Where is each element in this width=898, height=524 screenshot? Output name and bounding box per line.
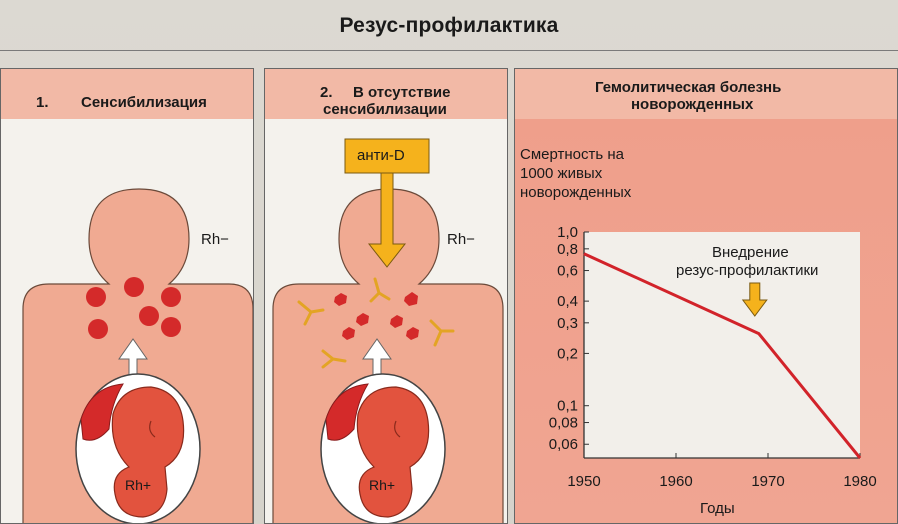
red-cell bbox=[356, 313, 369, 326]
annotation-line2: резус-профилактики bbox=[676, 262, 819, 279]
y-tick-label: 0,3 bbox=[557, 315, 578, 332]
panel2-fetus-rh-label: Rh+ bbox=[369, 477, 396, 493]
panel-sensitization: 1. Сенсибилизация Rh− Rh+ bbox=[0, 68, 254, 524]
panel3-heading-line2: новорожденных bbox=[631, 96, 754, 113]
panel2-mother-rh-label: Rh− bbox=[447, 231, 475, 248]
red-cell bbox=[139, 306, 159, 326]
annotation-line1: Внедрение bbox=[712, 244, 789, 261]
red-cell bbox=[390, 315, 403, 328]
panel1-mother-rh-label: Rh− bbox=[201, 231, 229, 248]
x-tick-label: 1980 bbox=[843, 473, 876, 490]
panel2-number: 2. bbox=[320, 84, 333, 101]
y-tick-label: 1,0 bbox=[557, 224, 578, 241]
panel1-number: 1. bbox=[36, 94, 49, 111]
panel2-heading-line1: В отсутствие bbox=[353, 84, 451, 101]
panel2-heading-line2: сенсибилизации bbox=[323, 101, 447, 118]
ylabel-line1: Смертность на bbox=[520, 146, 624, 163]
panel1-illustration bbox=[22, 188, 253, 523]
fetus-detail bbox=[394, 420, 401, 438]
panel1-header: 1. Сенсибилизация bbox=[1, 69, 253, 119]
red-cell bbox=[342, 327, 355, 340]
placenta bbox=[325, 383, 369, 441]
panel1-heading: Сенсибилизация bbox=[81, 94, 207, 111]
panel3-header: Гемолитическая болезнь новорожденных bbox=[515, 69, 897, 119]
y-tick-label: 0,8 bbox=[557, 241, 578, 258]
placenta bbox=[80, 383, 124, 441]
page-title: Резус-профилактика bbox=[339, 14, 559, 37]
y-tick-label: 0,4 bbox=[557, 293, 578, 310]
antibody-icon bbox=[321, 349, 347, 369]
ylabel-line3: новорожденных bbox=[520, 184, 632, 201]
down-arrow-icon bbox=[741, 282, 768, 317]
anti-d-box bbox=[344, 138, 430, 174]
red-cell bbox=[334, 293, 347, 306]
y-tick-label: 0,08 bbox=[549, 415, 578, 432]
red-cell bbox=[124, 277, 144, 297]
title-divider bbox=[0, 50, 898, 51]
ylabel-line2: 1000 живых bbox=[520, 165, 603, 182]
x-tick-label: 1950 bbox=[567, 473, 600, 490]
y-tick-label: 0,06 bbox=[549, 436, 578, 453]
antibody-icon bbox=[297, 300, 325, 326]
red-cell bbox=[404, 292, 418, 306]
panel2-illustration bbox=[272, 138, 504, 523]
panel1-fetus-rh-label: Rh+ bbox=[125, 477, 152, 493]
red-cell bbox=[161, 287, 181, 307]
xlabel: Годы bbox=[700, 500, 735, 517]
plot-area bbox=[584, 232, 860, 458]
red-cell bbox=[406, 327, 419, 340]
antibody-icon bbox=[369, 277, 391, 303]
panel-no-sensitization: 2. В отсутствие сенсибилизации bbox=[264, 68, 508, 524]
x-tick-label: 1960 bbox=[659, 473, 692, 490]
antibody-icon bbox=[429, 319, 455, 347]
panel2-header: 2. В отсутствие сенсибилизации bbox=[265, 69, 507, 119]
red-cell bbox=[88, 319, 108, 339]
y-tick-label: 0,1 bbox=[557, 398, 578, 415]
anti-d-label: анти-D bbox=[357, 147, 405, 164]
panel3-heading-line1: Гемолитическая болезнь bbox=[595, 79, 782, 96]
fetus bbox=[111, 386, 185, 518]
y-tick-label: 0,6 bbox=[557, 263, 578, 280]
mortality-series-line bbox=[583, 252, 862, 459]
fetus bbox=[356, 386, 430, 518]
down-arrow-icon bbox=[367, 172, 407, 268]
fetus-detail bbox=[149, 420, 156, 438]
red-cell bbox=[86, 287, 106, 307]
x-tick-label: 1970 bbox=[751, 473, 784, 490]
y-tick-label: 0,2 bbox=[557, 345, 578, 362]
red-cell bbox=[161, 317, 181, 337]
